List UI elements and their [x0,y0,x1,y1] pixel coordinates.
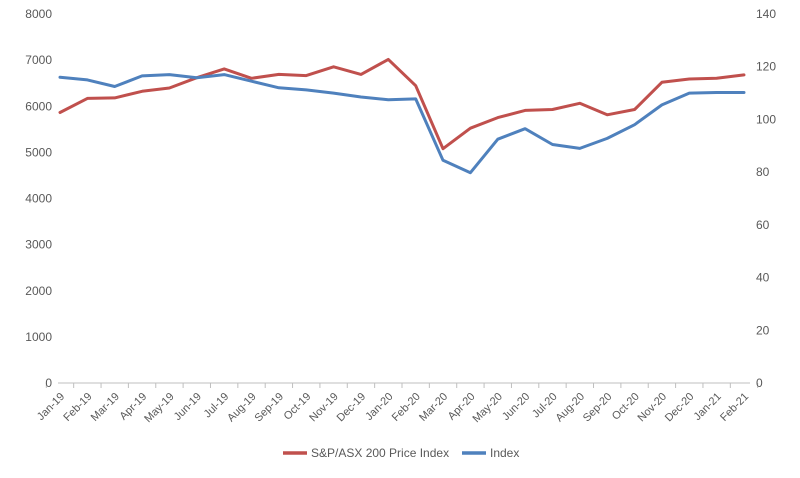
y-tick-label-left: 2000 [25,284,52,298]
y-tick-label-left: 8000 [25,7,52,21]
y-tick-label-left: 1000 [25,330,52,344]
y-tick-label-right: 40 [756,271,770,285]
y-tick-label-right: 20 [756,323,770,337]
legend-label-2: Index [490,446,519,460]
series-lines [58,57,746,175]
y-tick-label-left: 4000 [25,192,52,206]
legend-label-1: S&P/ASX 200 Price Index [311,446,449,460]
y-tick-label-right: 80 [756,165,770,179]
y-tick-label-left: 5000 [25,145,52,159]
y-tick-label-right: 60 [756,218,770,232]
y-tick-label-left: 0 [45,376,52,390]
y-tick-label-right: 0 [756,376,763,390]
legend: S&P/ASX 200 Price Index Index [283,446,519,460]
y-tick-label-right: 140 [756,7,776,21]
y-tick-label-left: 3000 [25,238,52,252]
series-line-1 [58,57,746,151]
y-tick-label-right: 100 [756,112,776,126]
y-tick-label-right: 120 [756,60,776,74]
y-tick-label-left: 6000 [25,99,52,113]
y-tick-label-left: 7000 [25,53,52,67]
series-line-2 [58,73,746,175]
